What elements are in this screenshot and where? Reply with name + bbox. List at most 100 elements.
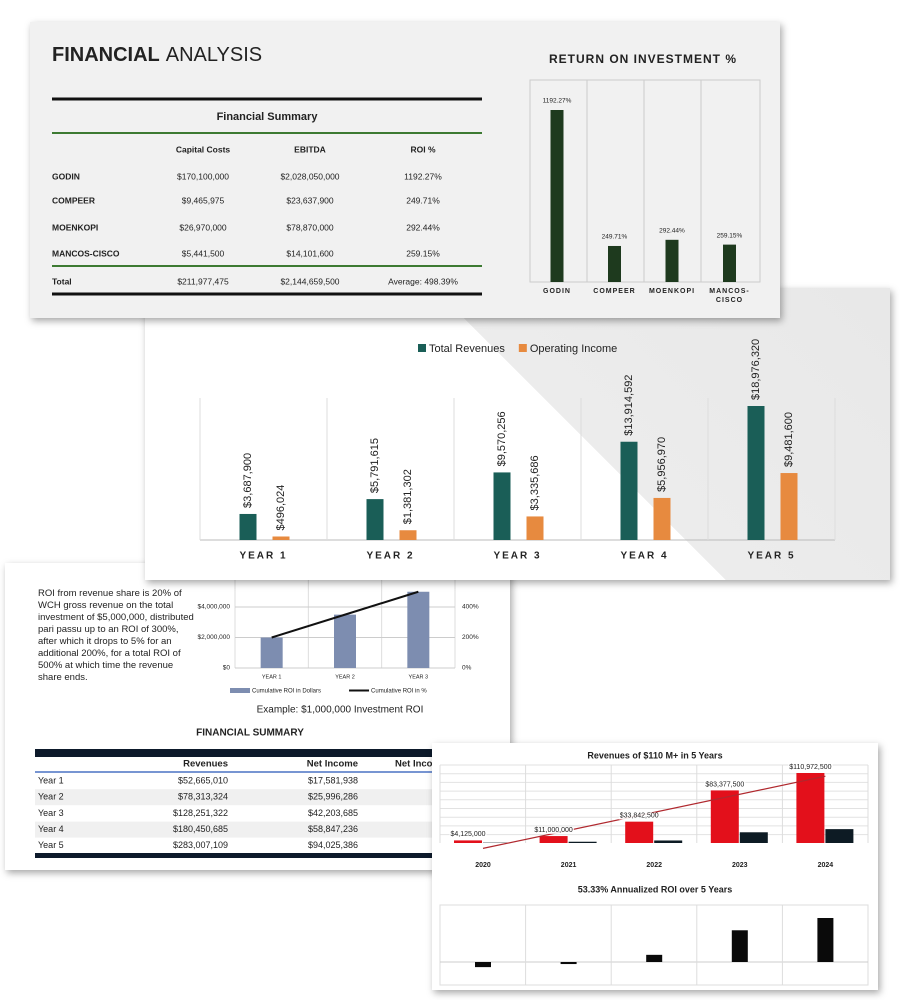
table-footer-bar: [35, 853, 510, 858]
row-stripe: [35, 789, 510, 806]
bar: [568, 841, 597, 843]
label-background: [618, 812, 660, 820]
bar: [272, 536, 290, 540]
table-cell: $128,251,322: [173, 808, 228, 818]
category-label: YEAR 4: [620, 551, 668, 562]
category-label: 2021: [561, 862, 577, 869]
x-tick-label: YEAR 3: [409, 674, 429, 680]
chart-title: Revenues of $110 M+ in 5 Years: [587, 750, 722, 760]
total-cell: Average: 498.39%: [388, 276, 458, 286]
table-cell: $58,847,236: [308, 824, 358, 834]
bar: [475, 962, 491, 968]
table-cell: $25,996,286: [308, 792, 358, 802]
category-label: 2024: [818, 862, 834, 869]
bar: [399, 530, 417, 540]
row-label: Year 3: [38, 808, 64, 818]
value-label: 1192.27%: [543, 98, 572, 105]
y-tick-label: $0: [223, 665, 231, 672]
category-label: YEAR 1: [239, 551, 287, 562]
roi-example-panel: Example: $1,000,000 Investment ROI FINAN…: [5, 563, 510, 870]
table-cell: $170,100,000: [177, 171, 229, 181]
chart-title: 53.33% Annualized ROI over 5 Years: [578, 884, 733, 894]
panel-canvas: Total Revenues Operating Income YEAR 1 $3,6…: [199, 339, 836, 562]
table-title: FINANCIAL SUMMARY: [196, 728, 304, 739]
legend-swatch: [518, 344, 527, 352]
table-cell: 292.44%: [406, 222, 440, 232]
legend-label: Total Revenues: [429, 343, 505, 355]
row-label: Year 4: [38, 824, 64, 834]
table-cell: $52,665,010: [178, 775, 228, 785]
column-header: Net Income: [307, 759, 358, 770]
bar: [723, 244, 736, 282]
bar: [539, 836, 568, 843]
table-cell: $42,203,685: [308, 808, 358, 818]
bar: [526, 516, 544, 540]
revenue-growth-panel: Revenues of $110 M+ in 5 Years 53.33% An…: [432, 743, 878, 990]
label-background: [704, 781, 746, 789]
bar: [239, 513, 257, 540]
table-cell: $2,028,050,000: [280, 171, 339, 181]
value-label: $33,842,500: [620, 812, 659, 819]
category-label: GODIN: [543, 288, 571, 295]
legend-label: Cumulative ROI in Dollars: [252, 689, 321, 695]
plot-frame: [439, 904, 869, 986]
bar: [646, 954, 663, 962]
bar: [560, 962, 577, 965]
bar: [620, 441, 638, 540]
table-cell: $78,313,324: [178, 792, 228, 802]
row-label: GODIN: [52, 171, 80, 181]
bar: [366, 499, 384, 540]
chart-title: Example: $1,000,000 Investment ROI: [257, 705, 424, 716]
table-cell: $23,637,900: [286, 195, 334, 205]
table-cell: 249.71%: [406, 195, 440, 205]
value-label: $5,956,970: [656, 437, 668, 492]
y2-tick-label: 200%: [462, 634, 479, 641]
title-rest: ANALYSIS: [166, 44, 262, 66]
panel-canvas: Example: $1,000,000 Investment ROI FINAN…: [35, 576, 510, 858]
table-cell: $26,970,000: [179, 222, 227, 232]
bar: [260, 637, 283, 668]
y-tick-label: $4,000,000: [197, 604, 230, 611]
row-label: Year 2: [38, 792, 64, 802]
plot-frame: [529, 79, 761, 283]
value-label: $9,481,600: [783, 412, 795, 467]
y2-tick-label: 0%: [462, 665, 472, 672]
value-label: $13,914,592: [623, 375, 635, 436]
label-background: [788, 763, 833, 771]
label-background: [449, 831, 487, 839]
category-label: YEAR 5: [747, 551, 795, 562]
bar: [653, 497, 671, 540]
bar: [780, 473, 798, 540]
legend-swatch: [418, 344, 426, 352]
bar: [739, 832, 768, 843]
value-label: $9,570,256: [496, 411, 508, 466]
row-label: Year 5: [38, 840, 64, 850]
y-tick-label: $2,000,000: [197, 634, 230, 641]
row-label: COMPEER: [52, 195, 95, 205]
table-cell: $17,581,938: [308, 775, 358, 785]
column-header: Net Income: [395, 759, 446, 770]
category-label: 2023: [732, 862, 748, 869]
page-title: FINANCIAL ANALYSIS: [52, 44, 262, 66]
value-label: $3,335,686: [529, 455, 541, 510]
category-label: YEAR 2: [366, 551, 414, 562]
table-cell: $5,441,500: [182, 248, 225, 258]
bar: [665, 239, 679, 282]
value-label: $11,000,000: [534, 827, 573, 834]
value-label: $1,381,302: [402, 469, 414, 524]
bar: [550, 110, 564, 282]
bar: [817, 918, 834, 962]
bar: [608, 245, 621, 282]
category-label: MANCOS-CISCO: [709, 288, 750, 304]
panel-canvas: Revenues of $110 M+ in 5 Years 53.33% An…: [439, 750, 869, 986]
revenue-panel: Total Revenues Operating Income YEAR 1 $3,6…: [145, 288, 890, 580]
total-cell: $2,144,659,500: [280, 276, 339, 286]
table-cell: 1192.27%: [404, 171, 442, 181]
table-cell: 259.15%: [406, 248, 440, 258]
legend-label: Operating Income: [530, 343, 617, 355]
trendline: [482, 775, 826, 849]
total-cell: $211,977,475: [177, 276, 229, 286]
value-label: $5,791,615: [369, 438, 381, 493]
panel-canvas: FINANCIAL ANALYSIS Financial Summary RETU…: [52, 44, 761, 296]
